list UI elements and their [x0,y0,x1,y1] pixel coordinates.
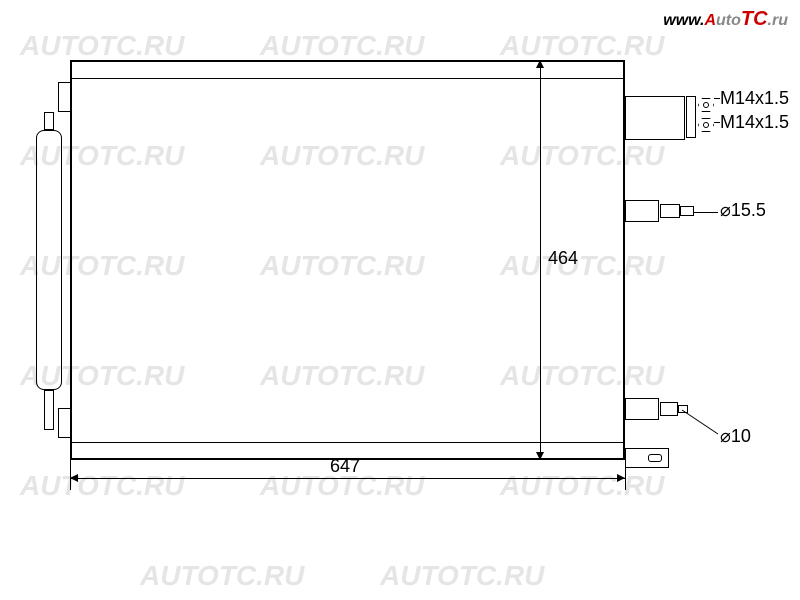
anno-m14-1: M14x1.5 [720,88,789,109]
manifold-block-top [625,96,685,140]
anno-d15: 15.5 [720,200,766,221]
logo-tc: TC [741,8,768,30]
anno-d15-val: 15.5 [731,200,766,220]
drier-neck-bottom [44,390,54,430]
condenser-body [70,60,625,460]
leader-m14-2 [714,122,720,123]
diameter-icon [720,200,731,220]
bracket-left-bottom [58,408,70,438]
port-upper-tip [680,206,694,216]
watermark-text: AUTOTC.RU [20,30,184,62]
bracket-right-lower [625,398,659,420]
watermark-text: AUTOTC.RU [140,560,304,592]
watermark-text: AUTOTC.RU [20,470,184,502]
anno-m14-2: M14x1.5 [720,112,789,133]
watermark-text: AUTOTC.RU [260,30,424,62]
logo-uto: uto [716,12,741,29]
site-logo: www.AutoTC.ru [663,8,788,31]
mount-tab-bottom-right [625,448,669,468]
header-tank-bottom-line [70,442,625,443]
header-tank-top-line [70,78,625,79]
bolt-bar [686,96,696,138]
logo-prefix: www. [663,12,704,29]
leader-m14-1 [714,98,720,99]
anno-d10: 10 [720,426,751,447]
dim-arrow-height [540,60,541,460]
nut-top-2 [698,118,714,132]
technical-drawing: AUTOTC.RU AUTOTC.RU AUTOTC.RU AUTOTC.RU AUTO… [0,0,800,600]
nut-top-1 [698,98,714,112]
watermark-text: AUTOTC.RU [500,30,664,62]
bracket-right-mid [625,200,659,222]
logo-a: A [704,12,716,29]
port-lower [660,402,678,416]
leader-d10 [678,408,720,438]
watermark-text: AUTOTC.RU [500,470,664,502]
dim-height-label: 464 [548,248,578,269]
drier-neck-top [44,112,54,130]
ext-line-right [625,460,626,490]
dim-arrow-width [70,478,625,479]
leader-d15 [694,212,718,213]
anno-d10-val: 10 [731,426,751,446]
watermark-text: AUTOTC.RU [380,560,544,592]
mount-slot [648,454,662,462]
bracket-left-top [58,82,70,112]
receiver-drier [36,130,62,390]
diameter-icon [720,426,731,446]
port-upper [660,204,680,218]
dim-width-label: 647 [330,456,360,477]
logo-ru: .ru [768,12,788,29]
